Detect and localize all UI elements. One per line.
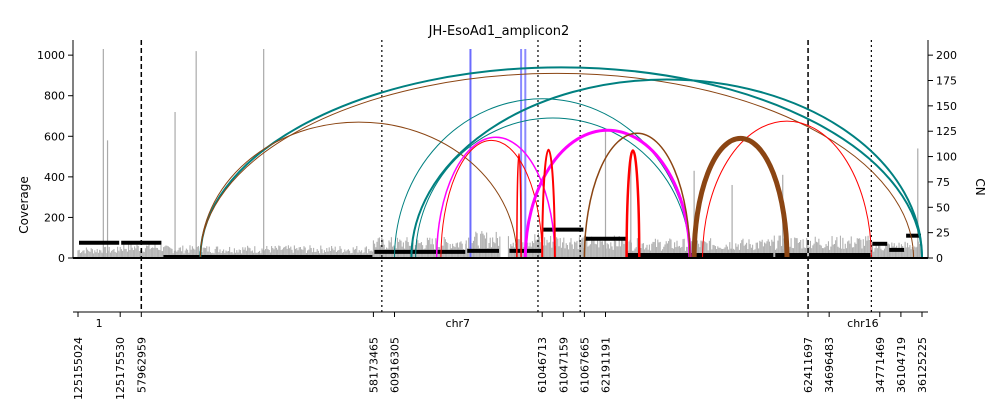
sv-arc [583, 132, 691, 259]
sv-arc [415, 117, 691, 259]
breakpoint-tick-label: 34696483 [823, 337, 836, 393]
left-tick-label: 400 [44, 171, 65, 184]
breakpoint-tick-label: 34771469 [874, 337, 887, 393]
breakpoint-tick-label: 36104719 [895, 337, 908, 393]
breakpoint-tick-label: 57962959 [135, 337, 148, 393]
sv-arc [625, 149, 641, 259]
breakpoint-tick-label: 61046713 [536, 337, 549, 393]
left-tick-label: 1000 [37, 49, 65, 62]
sv-arc [541, 148, 556, 259]
sv-arc [691, 135, 790, 259]
chromosome-label: 1 [96, 317, 103, 330]
chromosome-labels: 1 chr7 chr16 [96, 317, 879, 330]
right-tick-label: 150 [936, 100, 957, 113]
right-tick-label: 25 [936, 227, 950, 240]
breakpoint-tick-label: 36125225 [916, 337, 929, 393]
sv-arc [435, 136, 556, 259]
sv-arc [199, 121, 518, 259]
left-tick-label: 200 [44, 211, 65, 224]
breakpoint-tick-label: 62191191 [600, 337, 613, 393]
left-tick-label: 800 [44, 90, 65, 103]
left-y-axis: 0 200 400 600 800 1000 [37, 40, 74, 265]
chromosome-label: chr7 [446, 317, 471, 330]
breakpoint-tick-label: 61047159 [557, 337, 570, 393]
sv-arc [516, 152, 522, 259]
arc-layer [199, 66, 923, 259]
breakpoint-tick-label: 62411697 [802, 337, 815, 393]
sv-arc [702, 120, 872, 259]
breakpoint-tick-labels: 125155024 125175530 57962959 58173465 609163… [72, 312, 929, 400]
left-tick-label: 0 [58, 252, 65, 265]
boundary-layer [140, 40, 872, 312]
breakpoint-tick-label: 125155024 [72, 337, 85, 400]
right-tick-label: 75 [936, 176, 950, 189]
breakpoint-tick-label: 58173465 [367, 337, 380, 393]
right-tick-label: 200 [936, 49, 957, 62]
right-tick-label: 50 [936, 201, 950, 214]
breakpoint-tick-label: 125175530 [114, 337, 127, 400]
right-tick-label: 175 [936, 75, 957, 88]
sv-arc [394, 98, 691, 259]
left-tick-label: 600 [44, 130, 65, 143]
right-tick-label: 100 [936, 151, 957, 164]
sv-arc [523, 128, 692, 259]
sv-arc [199, 66, 923, 259]
chromosome-label: chr16 [847, 317, 879, 330]
right-y-axis: 0 25 50 75 100 125 150 175 200 [927, 40, 957, 265]
right-y-axis-label: CN [973, 178, 987, 195]
sv-arc [440, 139, 543, 259]
sv-arc [199, 72, 915, 259]
right-tick-label: 0 [936, 252, 943, 265]
breakpoint-tick-label: 61067665 [578, 337, 591, 393]
breakpoint-tick-label: 60916305 [389, 337, 402, 393]
sv-arc [410, 78, 923, 259]
left-y-axis-label: Coverage [17, 176, 31, 234]
right-tick-label: 125 [936, 125, 957, 138]
chart-title: JH-EsoAd1_amplicon2 [428, 24, 570, 39]
